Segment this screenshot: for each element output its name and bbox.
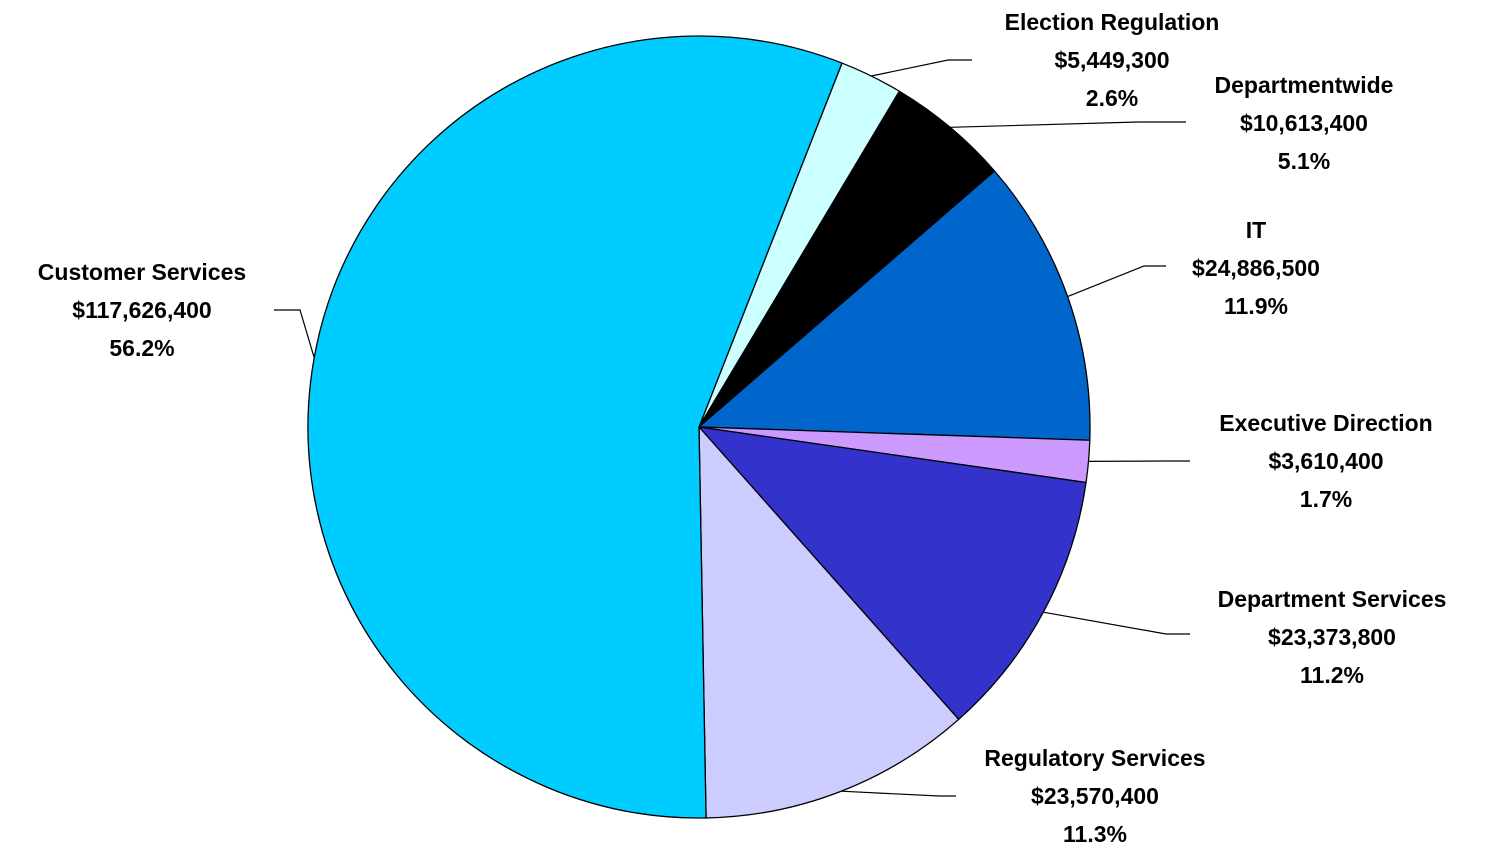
slice-amount: $10,613,400 <box>1144 104 1464 142</box>
slice-amount: $3,610,400 <box>1166 442 1486 480</box>
label-executive-direction: Executive Direction $3,610,400 1.7% <box>1166 404 1486 518</box>
label-department-services: Department Services $23,373,800 11.2% <box>1172 580 1492 694</box>
slice-name: Departmentwide <box>1144 66 1464 104</box>
slice-percent: 1.7% <box>1166 480 1486 518</box>
leader-line-department-services <box>1043 612 1190 634</box>
slice-name: Executive Direction <box>1166 404 1486 442</box>
slice-amount: $23,570,400 <box>935 777 1255 815</box>
pie-slices <box>308 36 1090 818</box>
slice-percent: 11.9% <box>1096 287 1416 325</box>
label-customer-services: Customer Services $117,626,400 56.2% <box>0 253 302 367</box>
slice-amount: $24,886,500 <box>1096 249 1416 287</box>
slice-name: Department Services <box>1172 580 1492 618</box>
slice-name: IT <box>1096 211 1416 249</box>
slice-name: Election Regulation <box>952 3 1272 41</box>
slice-name: Regulatory Services <box>935 739 1255 777</box>
slice-percent: 11.3% <box>935 815 1255 853</box>
label-regulatory-services: Regulatory Services $23,570,400 11.3% <box>935 739 1255 853</box>
slice-amount: $23,373,800 <box>1172 618 1492 656</box>
slice-percent: 11.2% <box>1172 656 1492 694</box>
slice-amount: $117,626,400 <box>0 291 302 329</box>
slice-percent: 56.2% <box>0 329 302 367</box>
label-it: IT $24,886,500 11.9% <box>1096 211 1416 325</box>
slice-percent: 5.1% <box>1144 142 1464 180</box>
slice-name: Customer Services <box>0 253 302 291</box>
label-departmentwide: Departmentwide $10,613,400 5.1% <box>1144 66 1464 180</box>
